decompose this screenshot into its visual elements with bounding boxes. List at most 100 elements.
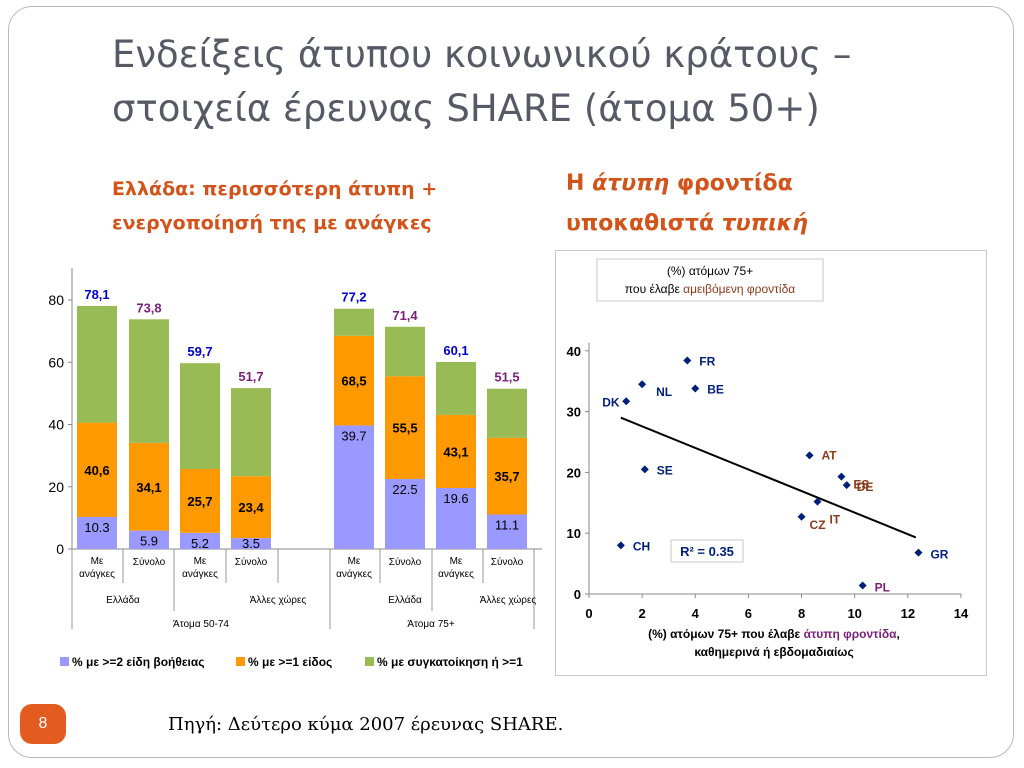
bar-label-middle: 25,7 bbox=[187, 494, 212, 509]
r2-box bbox=[670, 539, 744, 563]
country-group-label: Ελλάδα bbox=[106, 594, 140, 606]
category-label: Σύνολο bbox=[235, 556, 268, 568]
y-tick-label: 0 bbox=[56, 541, 64, 557]
scatter-point bbox=[622, 397, 631, 406]
scatter-title-line-2: που έλαβε αμειβόμενη φροντίδα bbox=[625, 282, 795, 296]
bar-label-top: 60,1 bbox=[443, 343, 468, 358]
bar-label-top: 59,7 bbox=[187, 344, 212, 359]
right-subtitle-line-2: υποκαθιστά τυπική bbox=[566, 204, 926, 244]
scatter-x-axis-label-line-2: καθημερινά ή εβδομαδιαίως bbox=[694, 645, 853, 659]
right-subtitle-line-1: Η άτυπη φροντίδα bbox=[566, 164, 926, 204]
scatter-title-box bbox=[596, 258, 824, 302]
y-tick-label: 20 bbox=[48, 479, 64, 495]
r2-label: R² = 0.35 bbox=[680, 544, 734, 559]
bar-segment bbox=[334, 335, 374, 426]
country-group-label: Ελλάδα bbox=[388, 594, 422, 606]
scatter-point bbox=[914, 548, 923, 557]
bar-segment bbox=[180, 363, 220, 470]
scatter-x-tick-label: 4 bbox=[692, 606, 700, 621]
scatter-x-tick-label: 10 bbox=[847, 606, 861, 621]
scatter-point bbox=[805, 451, 814, 460]
scatter-y-tick-label: 0 bbox=[574, 587, 581, 602]
category-label: Σύνολο bbox=[491, 556, 524, 568]
bar-segment bbox=[129, 319, 169, 443]
scatter-chart-box: (%) ατόμων 75+ που έλαβε αμειβόμενη φροντ… bbox=[555, 250, 987, 676]
category-label: Σύνολο bbox=[133, 556, 166, 568]
left-subtitle-line-2: ενεργοποίησή της με ανάγκες bbox=[112, 212, 432, 234]
right-subtitle: Η άτυπη φροντίδα υποκαθιστά τυπική bbox=[566, 164, 926, 244]
bar-label-middle: 43,1 bbox=[443, 444, 468, 459]
bar-label-bottom: 3.5 bbox=[242, 536, 260, 551]
trend-line bbox=[620, 416, 917, 539]
bar-label-bottom: 10.3 bbox=[84, 520, 109, 535]
legend-label: % με >=2 είδη βοήθειας bbox=[72, 655, 205, 669]
bar-segment bbox=[129, 530, 169, 549]
bar-segment bbox=[77, 305, 117, 423]
age-group-label: Άτομα 50-74 bbox=[173, 619, 229, 630]
bar-segment bbox=[334, 308, 374, 336]
page-number-badge: 8 bbox=[20, 704, 66, 744]
scatter-point bbox=[813, 497, 822, 506]
scatter-x-tick-label: 8 bbox=[798, 606, 805, 621]
scatter-point bbox=[640, 465, 649, 474]
category-label: Με ανάγκες bbox=[336, 556, 372, 580]
right-subtitle-part-5: τυπική bbox=[721, 211, 808, 236]
category-label: Με ανάγκες bbox=[182, 556, 218, 580]
scatter-point-label: CZ bbox=[810, 518, 826, 532]
scatter-point bbox=[683, 356, 692, 365]
legend-label: % με συγκατοίκηση ή >=1 bbox=[377, 655, 523, 669]
scatter-y-tick-label: 30 bbox=[567, 405, 581, 420]
bar-segment bbox=[436, 487, 476, 549]
bar-segment bbox=[334, 425, 374, 549]
bar-segment bbox=[487, 437, 527, 515]
left-subtitle: Ελλάδα: περισσότερη άτυπη + ενεργοποίησή… bbox=[112, 172, 532, 240]
age-group-label: Άτομα 75+ bbox=[407, 619, 454, 630]
bar-label-bottom: 19.6 bbox=[443, 491, 468, 506]
bar-segment bbox=[487, 388, 527, 438]
bar-segment bbox=[385, 478, 425, 549]
bar-label-top: 51,7 bbox=[238, 369, 263, 384]
country-group-label: Άλλες χώρες bbox=[480, 594, 537, 606]
scatter-x-tick-label: 12 bbox=[901, 606, 915, 621]
bar-label-bottom: 5.2 bbox=[191, 536, 209, 551]
scatter-point-label: PL bbox=[875, 580, 890, 594]
bar-segment bbox=[487, 514, 527, 549]
right-subtitle-part-3: φροντίδα bbox=[669, 171, 793, 196]
scatter-x-axis-label: (%) ατόμων 75+ που έλαβε άτυπη φροντίδα, bbox=[648, 627, 900, 641]
category-label: Σύνολο bbox=[389, 556, 422, 568]
slide-frame bbox=[8, 6, 1014, 758]
scatter-point-label: GR bbox=[930, 548, 948, 562]
bar-label-middle: 35,7 bbox=[494, 469, 519, 484]
scatter-point bbox=[837, 472, 846, 481]
legend-label: % με >=1 είδος bbox=[248, 655, 332, 669]
scatter-chart: (%) ατόμων 75+ που έλαβε αμειβόμενη φροντ… bbox=[567, 258, 969, 659]
right-subtitle-part-2: άτυπη bbox=[592, 171, 670, 196]
bar-segment bbox=[436, 414, 476, 488]
bar-segment bbox=[436, 361, 476, 415]
bar-segment bbox=[231, 476, 271, 539]
category-label: Με ανάγκες bbox=[438, 556, 474, 580]
y-tick-label: 80 bbox=[48, 292, 64, 308]
bar-label-top: 51,5 bbox=[494, 370, 519, 385]
scatter-point bbox=[691, 384, 700, 393]
scatter-point-label: CH bbox=[633, 539, 650, 553]
scatter-point-label: NL bbox=[656, 385, 672, 399]
scatter-y-tick-label: 10 bbox=[567, 526, 581, 541]
bar-segment bbox=[180, 469, 220, 533]
y-tick-label: 60 bbox=[48, 354, 64, 370]
scatter-point-label: IT bbox=[830, 513, 841, 527]
scatter-point-label: DE bbox=[857, 480, 874, 494]
scatter-x-tick-label: 6 bbox=[745, 606, 752, 621]
bar-segment bbox=[231, 538, 271, 549]
scatter-point bbox=[797, 512, 806, 521]
legend-swatch bbox=[236, 657, 245, 666]
legend-swatch bbox=[365, 657, 374, 666]
bar-segment bbox=[231, 388, 271, 477]
scatter-point-label: DK bbox=[602, 395, 620, 409]
scatter-point bbox=[638, 380, 647, 389]
slide-title-line-2: στοιχεία έρευνας SHARE (άτομα 50+) bbox=[112, 87, 820, 130]
scatter-point-label: SE bbox=[657, 463, 673, 477]
scatter-point-label: BE bbox=[707, 382, 724, 396]
slide-title: Ενδείξεις άτυπου κοινωνικού κράτους – στ… bbox=[112, 28, 992, 136]
category-label: Με ανάγκες bbox=[79, 556, 115, 580]
